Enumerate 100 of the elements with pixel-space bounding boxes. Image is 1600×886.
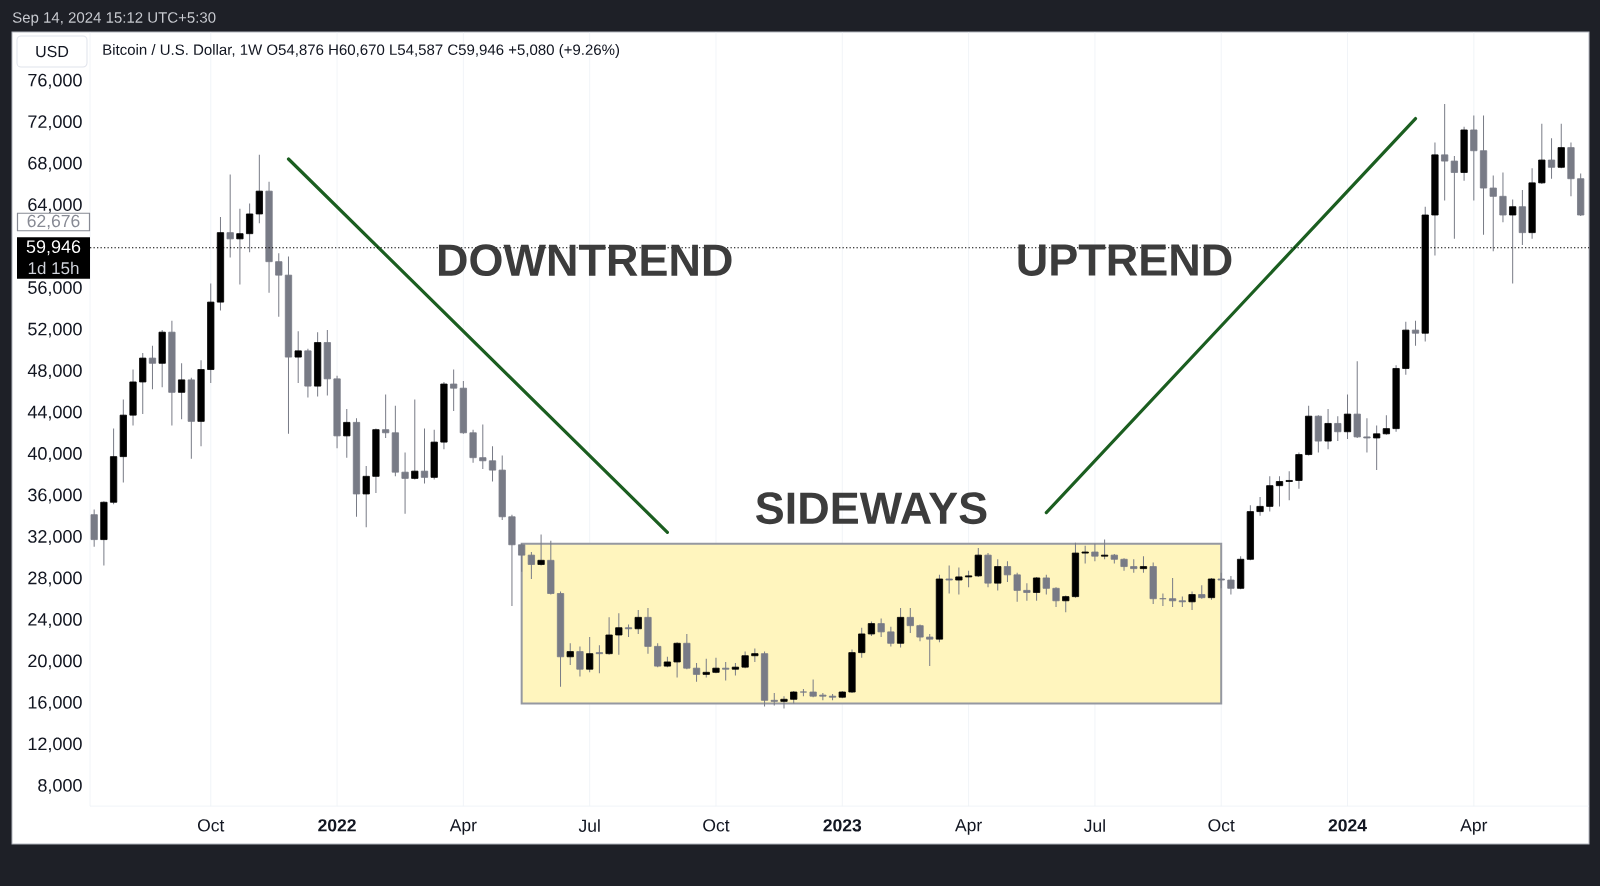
candlestick [1101,539,1109,560]
candlestick [906,607,914,634]
y-axis-title: USD [36,45,69,58]
y-tick-label: 20,000 [28,654,82,670]
candlestick [1489,175,1497,252]
candlestick [1557,123,1565,169]
candlestick [1169,577,1177,608]
candlestick [712,657,720,674]
text: 1d 15h [28,261,79,275]
candlestick [673,641,681,679]
candlestick [479,423,487,470]
candlestick [692,662,701,683]
x-tick-label: Oct [197,819,225,832]
candlestick [1363,417,1371,453]
candlestick [343,408,351,459]
candlestick [1275,475,1284,507]
x-tick-label: 2023 [823,819,862,832]
x-tick-label: Apr [955,819,982,835]
annotation: UPTREND [1018,244,1232,276]
x-tick-label: Apr [449,819,477,835]
text: 62,676 [27,214,80,230]
candlestick [702,658,710,679]
candlestick [1382,414,1390,436]
candlestick [178,362,186,420]
candlestick [1023,582,1031,602]
candlestick [770,692,778,707]
x-tick-label: Jul [578,819,600,832]
candlestick [595,644,603,674]
candlestick [615,612,623,656]
candlestick [411,399,419,480]
y-tick-label: 44,000 [27,405,82,421]
candlestick [1499,171,1507,223]
y-tick-label: 32,000 [28,530,82,545]
candlestick [1538,123,1546,185]
candlestick [994,558,1002,591]
candlestick [586,636,594,673]
y-tick-label: 72,000 [28,115,82,131]
x-tick-label: Oct [703,819,730,832]
candlestick [566,642,574,666]
x-tick-label: Oct [1208,819,1235,832]
candlestick [1411,320,1420,347]
y-tick-label: 28,000 [28,571,82,587]
x-tick-label: Apr [1460,819,1488,835]
y-tick-label: 56,000 [28,281,82,297]
y-tick-label: 76,000 [28,73,82,89]
candlestick [1013,572,1021,603]
candlestick [955,567,963,596]
candlestick [1188,590,1196,611]
candlestick [450,369,458,412]
annotation: SIDEWAYS [756,492,987,525]
candlestick [1343,393,1352,440]
candlestick [527,551,535,580]
y-tick-label: 68,000 [28,156,82,172]
candlestick [488,445,497,483]
candlestick [382,393,390,439]
candlestick [226,174,234,259]
candlestick [858,627,866,659]
y-tick-label: 12,000 [28,737,82,753]
candlestick [1470,114,1478,201]
candlestick [401,451,409,515]
candlestick [887,626,895,647]
candlestick [945,565,953,595]
y-tick-label: 8,000 [38,778,82,794]
y-tick-label: 36,000 [28,488,82,504]
candlestick [819,692,827,701]
text: Sep 14, 2024 15:12 UTC+5:30 [12,12,216,26]
y-tick-label: 64,000 [28,198,82,214]
candlestick [518,543,526,573]
candlestick [148,345,157,390]
candlestick [139,352,147,415]
candlestick [1334,415,1342,442]
x-tick-label: Jul [1083,819,1105,832]
candlestick [1227,575,1235,596]
candlestick [722,661,730,682]
candlestick [1091,543,1099,562]
candlestick [1266,475,1274,513]
candlestick [1324,408,1332,450]
candlestick [1042,574,1050,596]
candlestick [294,330,302,384]
candlestick [255,154,263,224]
ref-line-label: 59,946 [26,240,81,256]
candlestick [1003,560,1012,583]
text: Bitcoin / U.S. Dollar, 1W O54,876 H60,670 L54,587 C59,946 +5,080 (+9.26%) [103,44,620,58]
y-tick-label: 40,000 [27,447,82,462]
candlestick [537,533,545,567]
candlestick [974,547,982,578]
candlestick [1256,496,1264,517]
candlestick [1450,155,1458,240]
candlestick [1547,137,1556,180]
candlestick [809,679,817,698]
annotation: DOWNTREND [438,244,732,277]
x-tick-label: 2022 [318,819,356,832]
candlestick [576,645,584,677]
candlestick [926,633,934,667]
candlestick [1353,360,1361,439]
y-tick-label: 52,000 [28,322,82,338]
y-tick-label: 16,000 [28,695,82,711]
candlestick [877,617,885,638]
candlestick [1441,103,1449,201]
candlestick [1052,586,1060,608]
